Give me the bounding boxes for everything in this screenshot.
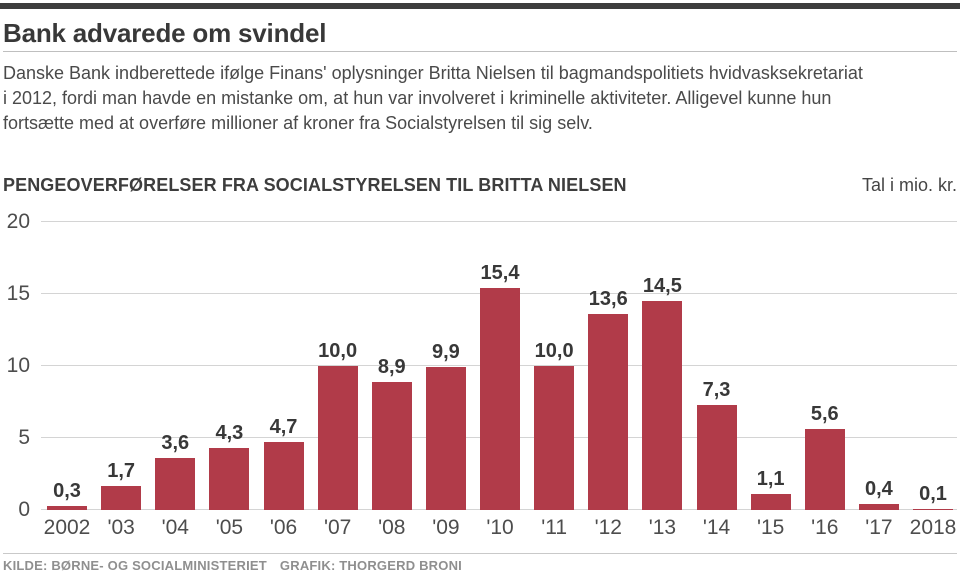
bar-value-label: 13,6	[588, 288, 628, 311]
bar-slot: 3,6 '04	[155, 222, 196, 539]
bar	[642, 301, 683, 510]
bar-slot: 4,7 '06	[263, 222, 304, 539]
x-tick-label: '17	[865, 516, 893, 539]
x-tick-label: '09	[432, 516, 460, 539]
x-tick-label: '04	[161, 516, 189, 539]
bar-slot: 15,4 '10	[480, 222, 520, 539]
x-tick-label: '14	[702, 516, 731, 539]
bar-value-label: 14,5	[642, 275, 682, 298]
bar-value-label: 0,3	[53, 479, 81, 502]
x-tick-label: '03	[107, 516, 135, 539]
bar	[263, 442, 304, 510]
bar-value-label: 10,0	[318, 340, 358, 362]
chart-title: PENGEOVERFØRELSER FRA SOCIALSTYRELSEN TI…	[3, 175, 627, 195]
x-tick-label: '11	[541, 516, 568, 539]
chart-unit-label: Tal i mio. kr.	[861, 175, 957, 195]
bar-slot: 13,6 '12	[588, 222, 629, 539]
bar-value-label: 3,6	[161, 432, 190, 455]
bar-value-label: 0,1	[919, 482, 947, 505]
source-credit: KILDE: BØRNE- OG SOCIALMINISTERIET	[3, 558, 267, 573]
x-tick-label: '16	[811, 516, 839, 539]
page-content: Bank advarede om svindel Danske Bank ind…	[0, 15, 960, 574]
y-tick-label: 15	[6, 282, 30, 305]
bar	[101, 485, 142, 510]
bar-slot: 9,9 '09	[425, 222, 466, 539]
x-tick-label: '13	[648, 516, 677, 539]
title-divider	[3, 51, 957, 52]
bar	[750, 494, 791, 510]
bar	[155, 458, 196, 510]
bar	[209, 448, 250, 510]
x-tick-label: '10	[486, 516, 514, 539]
bar	[588, 314, 629, 510]
x-tick-label: '08	[378, 516, 406, 539]
bar-slot: 5,6 '16	[804, 222, 845, 539]
chart-header: PENGEOVERFØRELSER FRA SOCIALSTYRELSEN TI…	[3, 174, 957, 196]
intro-line-1: Danske Bank indberettede ifølge Finans' …	[3, 63, 863, 83]
y-tick-label: 0	[18, 498, 30, 521]
bar	[804, 429, 845, 510]
bar-slot: 0,3 2002	[44, 222, 91, 539]
bar-slot: 10,0 '11	[534, 222, 575, 539]
top-accent-bar	[0, 3, 960, 9]
bar-value-label: 4,3	[215, 422, 244, 445]
bar-slot: 1,1 '15	[750, 222, 791, 539]
bar-value-label: 8,9	[377, 355, 406, 378]
bar-value-label: 9,9	[431, 341, 460, 364]
plot-area: 0,3 2002 1,7 '03 3,6 '04 4,3 '05 4,7 '06 10,0 '07 8,…	[41, 221, 957, 539]
bar-slot: 10,0 '07	[317, 222, 358, 539]
bar-slot: 0,1 2018	[910, 222, 957, 539]
y-tick-label: 10	[6, 354, 30, 377]
bar-value-label: 10,0	[534, 340, 574, 362]
bar	[534, 366, 575, 510]
bar-value-label: 15,4	[480, 262, 520, 285]
x-tick-label: 2002	[43, 516, 91, 539]
intro-line-3: fortsætte med at overføre millioner af k…	[3, 113, 593, 133]
bar	[425, 367, 466, 510]
bar	[696, 404, 737, 510]
x-tick-label: '15	[756, 516, 785, 539]
bar-value-label: 1,7	[107, 459, 136, 482]
bar	[317, 366, 358, 510]
bar-value-label: 0,4	[864, 478, 893, 501]
bar-chart: 0 5 10 15 20 0,3 2002 1,7 '03 3,6 '04 4,3 '05 4,7 '06…	[3, 211, 957, 539]
bar-value-label: 1,1	[756, 468, 785, 491]
bar-slot: 14,5 '13	[642, 222, 683, 539]
page-title: Bank advarede om svindel	[3, 18, 327, 48]
x-tick-label: '05	[215, 516, 244, 539]
gridline	[41, 221, 957, 222]
y-tick-label: 20	[6, 210, 30, 233]
x-tick-label: '06	[269, 516, 298, 539]
bar-slot: 7,3 '14	[696, 222, 737, 539]
bar	[371, 381, 412, 510]
bar-slot: 8,9 '08	[371, 222, 412, 539]
bar	[913, 508, 953, 510]
footer: KILDE: BØRNE- OG SOCIALMINISTERIET GRAFI…	[3, 558, 957, 574]
x-tick-label: '12	[594, 516, 622, 539]
bar-value-label: 5,6	[810, 403, 839, 426]
graphic-credit: GRAFIK: THORGERD BRONI	[279, 558, 462, 573]
bars: 0,3 2002 1,7 '03 3,6 '04 4,3 '05 4,7 '06 10,0 '07 8,…	[44, 222, 957, 539]
bar-slot: 1,7 '03	[101, 222, 142, 539]
bar	[858, 504, 899, 510]
bar-slot: 4,3 '05	[209, 222, 250, 539]
y-axis: 0 5 10 15 20	[3, 211, 41, 521]
bar	[47, 505, 87, 510]
intro-paragraph: Danske Bank indberettede ifølge Finans' …	[3, 61, 957, 136]
bar-value-label: 4,7	[269, 416, 298, 439]
bar-slot: 0,4 '17	[858, 222, 899, 539]
bar	[480, 288, 520, 510]
footer-divider	[3, 553, 957, 554]
bar-value-label: 7,3	[702, 378, 731, 401]
intro-line-2: i 2012, fordi man havde en mistanke om, …	[3, 88, 832, 108]
x-tick-label: 2018	[909, 516, 957, 539]
x-tick-label: '07	[323, 516, 352, 539]
y-tick-label: 5	[18, 426, 30, 449]
